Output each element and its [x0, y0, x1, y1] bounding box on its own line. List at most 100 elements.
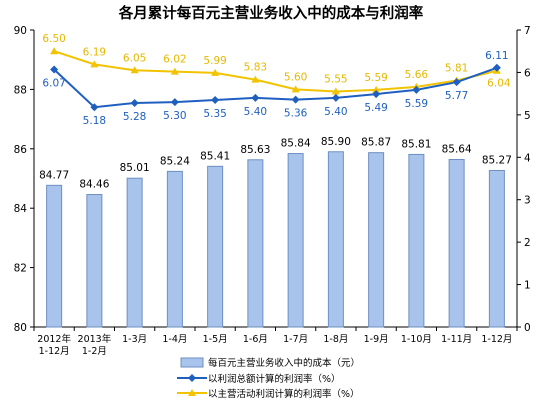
right-tick-label: 5 [524, 110, 531, 122]
total-profit-margin-point [291, 95, 300, 104]
cost-bar [46, 184, 63, 328]
axes: 808284868890012345672012年1-12月2013年1-2月1… [14, 25, 531, 357]
total-profit-margin-label: 5.40 [244, 106, 267, 118]
left-tick-label: 88 [14, 84, 27, 96]
category-label: 1-3月 [122, 334, 147, 345]
cost-bar [86, 194, 103, 328]
cost-bar-label: 85.64 [442, 143, 472, 155]
left-tick-label: 80 [14, 322, 27, 334]
category-label: 1-9月 [364, 334, 389, 345]
cost-bar-label: 84.46 [79, 179, 109, 191]
total-profit-margin-line [53, 66, 498, 109]
operating-profit-margin-label: 5.81 [445, 62, 468, 74]
total-profit-margin-point [492, 63, 501, 72]
right-tick-label: 3 [524, 195, 531, 207]
operating-profit-margin-point [130, 66, 139, 74]
category-label: 2013年 [78, 333, 112, 345]
legend-blue-label: 以利润总额计算的利润率（%） [208, 373, 341, 385]
cost-bar-label: 85.90 [321, 136, 351, 148]
legend-gold-marker [188, 389, 196, 396]
operating-profit-margin-label: 6.05 [123, 52, 146, 64]
operating-profit-margin-point [331, 87, 340, 95]
right-tick-label: 1 [524, 280, 531, 292]
operating-profit-margin-label: 5.99 [203, 55, 226, 67]
operating-profit-margin-label: 5.83 [244, 62, 267, 74]
total-profit-margin-point [50, 65, 59, 74]
right-tick-label: 2 [524, 237, 531, 249]
cost-bar [327, 151, 344, 328]
total-profit-margin-label: 5.77 [445, 90, 468, 102]
category-label: 1-7月 [283, 334, 308, 345]
cost-bar [207, 165, 224, 328]
right-tick-label: 0 [524, 322, 531, 334]
cost-bar [166, 170, 183, 328]
category-label: 1-4月 [162, 334, 187, 345]
operating-profit-margin-label: 6.04 [487, 78, 511, 90]
total-profit-margin-label: 6.07 [42, 77, 65, 89]
cost-bar-label: 85.01 [120, 162, 150, 174]
cost-bar [368, 152, 385, 328]
total-profit-margin-label: 5.49 [364, 102, 387, 114]
total-profit-margin-label: 5.28 [123, 111, 146, 123]
operating-profit-margin-point [90, 60, 99, 68]
operating-profit-margin-label: 5.59 [364, 72, 387, 84]
total-profit-margin-label: 6.11 [485, 50, 508, 62]
cost-bar-label: 85.87 [361, 137, 391, 149]
operating-profit-margin-point [170, 67, 179, 75]
total-profit-margin-label: 5.30 [163, 110, 186, 122]
total-profit-margin-label: 5.36 [284, 108, 308, 120]
cost-bar-label: 84.77 [39, 169, 69, 181]
category-label: 1-12月 [39, 346, 70, 357]
legend-bar-label: 每百元主营业务收入中的成本（元） [208, 357, 360, 369]
right-tick-label: 6 [524, 67, 531, 79]
total-profit-margin-point [452, 78, 461, 87]
total-profit-margin-point [130, 98, 139, 107]
operating-profit-margin-label: 6.19 [83, 46, 106, 58]
total-profit-margin-label: 5.59 [405, 98, 428, 110]
cost-bar [408, 153, 425, 328]
total-profit-margin-point [251, 93, 260, 102]
legend-bar-swatch [180, 357, 204, 368]
total-profit-margin-point [170, 98, 179, 107]
legend: 每百元主营业务收入中的成本（元） 以利润总额计算的利润率（%） 以主营活动利润计算的… [177, 357, 360, 400]
cost-bar-label: 85.63 [240, 144, 270, 156]
total-profit-margin-point [372, 90, 381, 99]
left-tick-label: 84 [14, 203, 28, 215]
operating-profit-margin-label: 5.66 [405, 69, 429, 81]
cost-bar [488, 169, 505, 328]
cost-bar [287, 153, 304, 328]
operating-profit-margin-line [53, 50, 498, 93]
chart-title: 各月累计每百元主营业务收入中的成本与利润率 [118, 4, 424, 22]
total-profit-margin-label: 5.35 [203, 108, 226, 120]
category-label: 1-5月 [203, 334, 228, 345]
operating-profit-margin-label: 5.60 [284, 71, 307, 83]
operating-profit-margin-point [211, 68, 220, 76]
category-label: 2012年 [37, 333, 71, 345]
line-series [50, 47, 501, 112]
operating-profit-margin-point [291, 85, 300, 93]
category-label: 1-12月 [481, 334, 512, 345]
cost-bar [247, 159, 264, 328]
cost-bar-label: 85.41 [200, 150, 230, 162]
cost-bar-label: 85.24 [160, 155, 190, 167]
total-profit-margin-label: 5.18 [83, 115, 106, 127]
operating-profit-margin-label: 5.55 [324, 74, 347, 86]
operating-profit-margin-label: 6.02 [163, 54, 186, 66]
cost-bar-label: 85.84 [281, 138, 311, 150]
operating-profit-margin-point [372, 85, 381, 93]
legend-blue-marker [188, 374, 196, 382]
data-labels: 84.77 84.46 85.01 85.24 85.41 85.63 85.84 85.90… [39, 33, 512, 190]
cost-bar-label: 85.27 [482, 154, 512, 166]
category-label: 1-11月 [441, 334, 472, 345]
category-label: 1-10月 [401, 334, 432, 345]
total-profit-margin-point [211, 96, 220, 105]
category-label: 1-8月 [323, 334, 348, 345]
cost-bar [126, 177, 143, 328]
total-profit-margin-point [90, 103, 99, 112]
operating-profit-margin-point [50, 47, 59, 55]
left-tick-label: 82 [14, 263, 27, 275]
legend-gold-label: 以主营活动利润计算的利润率（%） [208, 388, 360, 400]
cost-bar-label: 85.81 [401, 138, 431, 150]
cost-bar [448, 158, 465, 328]
